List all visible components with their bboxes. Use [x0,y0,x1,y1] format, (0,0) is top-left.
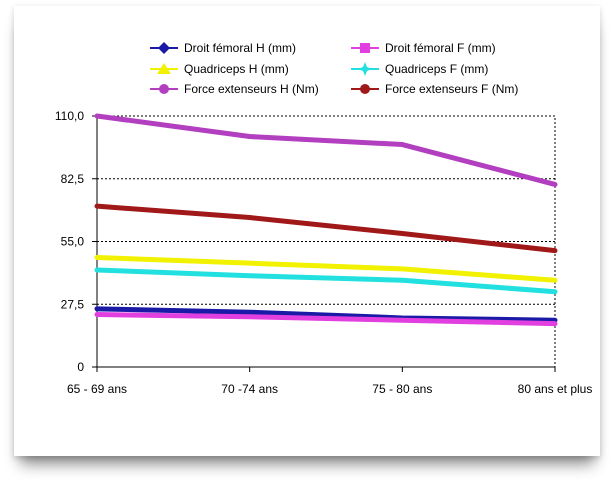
legend-label: Droit fémoral H (mm) [184,41,296,55]
x-tick-label: 75 - 80 ans [372,382,432,396]
legend-label: Quadriceps H (mm) [184,62,289,76]
series-line-0 [94,306,558,323]
series-lines [94,113,558,327]
series-line-3 [94,267,558,295]
y-tick-label: 82,5 [61,172,85,186]
y-tick-label: 27,5 [61,297,85,311]
legend-marker [358,62,372,76]
legend-marker [159,84,169,94]
legend-label: Force extenseurs F (Nm) [385,82,518,96]
y-ticks: 0 27,5 55,0 82,5 110,0 [55,109,97,374]
x-tick-label: 80 ans et plus [518,382,593,396]
y-tick-label: 55,0 [61,235,85,249]
x-tick-label: 70 -74 ans [221,382,278,396]
chart-card [14,6,600,456]
legend-label: Quadriceps F (mm) [385,62,488,76]
y-tick-label: 110,0 [55,109,84,123]
legend-label: Droit fémoral F (mm) [385,41,496,55]
legend-marker [360,43,370,53]
legend-marker [158,42,170,54]
series-line-5 [94,203,558,254]
y-tick-label: 0 [77,360,84,374]
x-tick-label: 65 - 69 ans [67,382,127,396]
legend-marker [157,63,171,74]
legend: Droit fémoral H (mm) Droit fémoral F (mm)… [150,41,518,96]
series-line-4 [94,113,558,187]
series-line-1 [94,312,558,327]
series-line-2 [94,254,558,283]
legend-label: Force extenseurs H (Nm) [184,82,319,96]
x-ticks: 65 - 69 ans 70 -74 ans 75 - 80 ans 80 ans e… [67,367,592,396]
legend-marker [360,84,370,94]
